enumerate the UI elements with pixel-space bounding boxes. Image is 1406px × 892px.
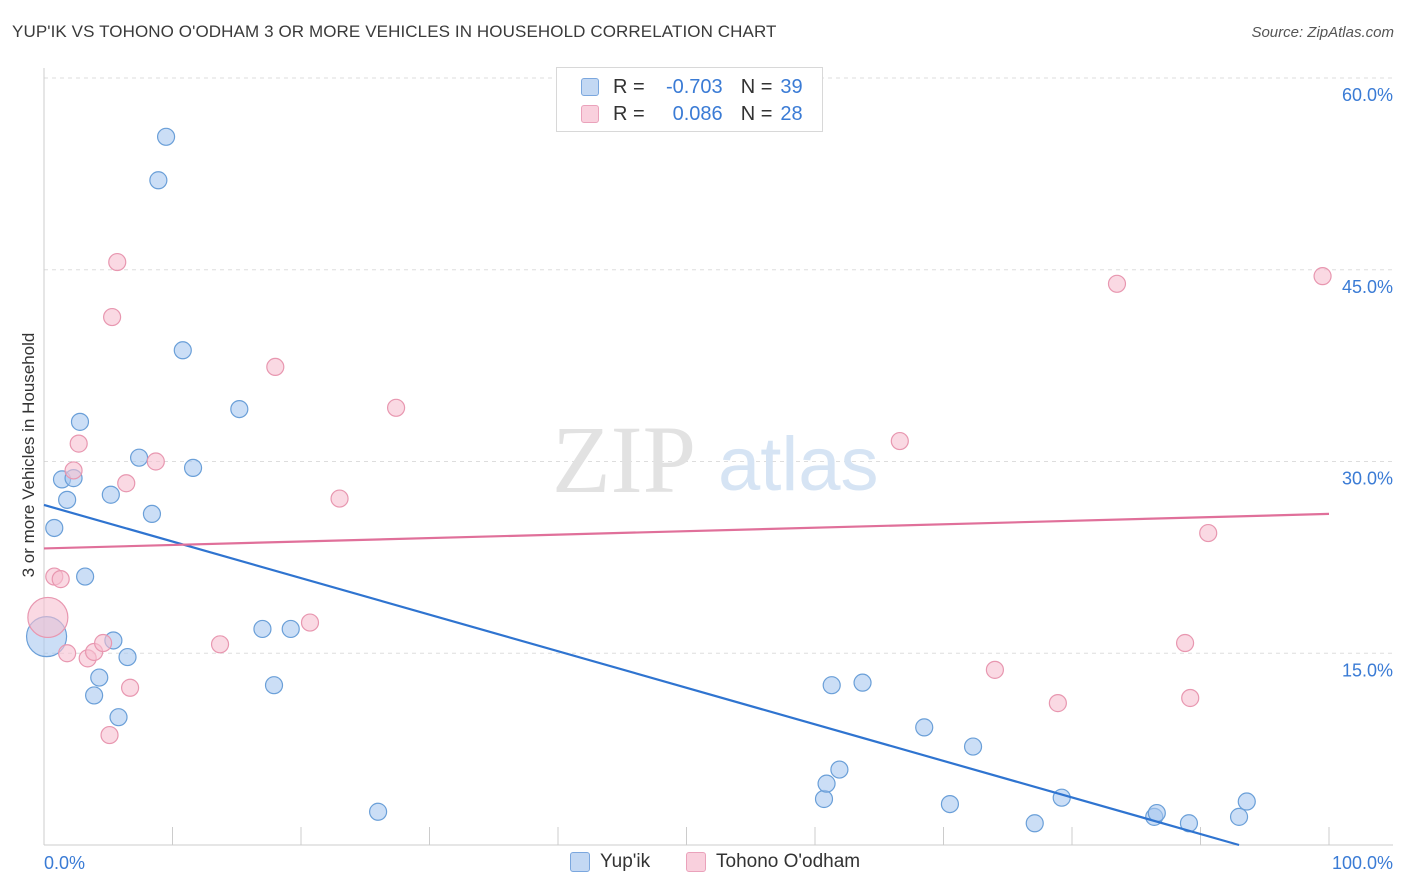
data-point-yupik [109,708,128,727]
data-point-tohono [210,635,230,654]
data-point-tohono [1048,694,1067,713]
legend-n-value: 28 [780,102,803,125]
data-point-yupik [853,673,872,692]
legend-swatch-pink [581,105,599,123]
legend-row-yupik: R = -0.703 N = 39 [581,75,803,99]
data-point-tohono [51,570,70,589]
data-point-yupik [281,619,300,639]
data-point-tohono [27,596,69,639]
data-point-yupik [963,737,983,756]
y-tick-label: 60.0% [1342,85,1393,105]
trend-layer [43,503,1330,847]
data-point-yupik [817,774,836,793]
series-swatch-pink [686,852,706,872]
series-swatch-blue [570,852,590,872]
legend-r-label: R = [613,75,645,98]
y-tick-label: 15.0% [1342,660,1393,680]
data-point-yupik [58,490,77,509]
y-tick-label: 45.0% [1342,277,1393,297]
data-point-tohono [1313,267,1332,286]
watermark: ZIP atlas [552,406,879,513]
data-point-yupik [369,802,388,821]
data-point-tohono [69,434,88,453]
data-point-tohono [120,678,140,697]
data-point-tohono [100,725,119,745]
data-point-yupik [183,458,203,477]
data-point-tohono [1181,688,1200,708]
legend-n-label: N = [740,102,773,125]
trend-line-yupik [43,503,1240,847]
legend-n-label: N = [740,75,773,98]
data-point-yupik [814,789,834,809]
series-legend-tohono: Tohono O'odham [686,851,860,873]
trend-line-tohono [43,512,1330,550]
data-point-tohono [985,660,1005,679]
data-point-yupik [822,676,841,695]
data-point-tohono [890,431,909,451]
data-point-tohono [386,398,406,417]
data-point-yupik [149,171,168,190]
watermark-atlas: atlas [718,422,879,507]
y-axis-label: 3 or more Vehicles in Household [19,333,38,578]
axis-layer: 15.0% 30.0% 45.0% 60.0% 0.0% 100.0% [43,68,1393,873]
data-point-tohono [266,357,285,377]
data-point-yupik [1025,814,1044,833]
data-point-tohono [1199,523,1218,543]
legend-row-tohono: R = 0.086 N = 28 [581,102,803,126]
data-point-tohono [1175,633,1195,653]
data-point-yupik [156,127,176,146]
data-point-yupik [1229,807,1249,826]
series-label-tohono: Tohono O'odham [716,851,861,872]
legend-r-value: 0.086 [672,102,723,125]
chart-source: Source: ZipAtlas.com [1251,24,1394,41]
data-point-yupik [45,518,64,538]
watermark-zip: ZIP [552,406,696,513]
data-point-tohono [64,461,83,480]
y-tick-label: 30.0% [1342,469,1393,489]
legend-r-label: R = [613,102,645,125]
grid-layer [44,77,1393,654]
data-point-tohono [103,307,122,327]
data-point-tohono [300,613,320,632]
data-point-tohono [330,489,349,508]
series-legend-yupik: Yup'ik [570,851,650,873]
data-point-tohono [108,252,127,272]
data-point-yupik [129,448,149,467]
data-point-yupik [830,760,849,779]
data-point-yupik [142,504,162,524]
series-legend: Yup'ik Tohono O'odham [0,851,1406,879]
data-point-tohono [117,474,136,493]
data-point-yupik [253,619,272,639]
data-point-yupik [264,676,284,695]
correlation-legend: R = -0.703 N = 39 R = 0.086 N = 28 [556,67,823,132]
data-point-yupik [90,668,109,687]
data-point-yupik [101,485,120,504]
data-point-yupik [915,718,934,737]
data-point-yupik [70,412,90,431]
data-point-yupik [1237,792,1256,811]
legend-r-value: -0.703 [665,75,723,98]
data-point-yupik [230,399,249,419]
data-point-tohono [1107,274,1127,293]
x-tick-label: 100.0% [1332,853,1393,873]
data-point-yupik [118,647,137,667]
data-point-yupik [85,686,104,705]
legend-swatch-blue [581,78,599,96]
data-point-yupik [76,567,95,586]
data-point-tohono [58,644,77,663]
data-point-yupik [940,794,960,814]
data-point-yupik [173,341,192,360]
chart-title: YUP'IK VS TOHONO O'ODHAM 3 OR MORE VEHIC… [12,22,777,41]
data-point-tohono [94,633,113,653]
data-point-tohono [146,452,165,471]
series-label-yupik: Yup'ik [600,851,651,872]
legend-n-value: 39 [780,75,803,98]
points-layer [25,127,1332,833]
x-tick-label: 0.0% [44,853,85,873]
